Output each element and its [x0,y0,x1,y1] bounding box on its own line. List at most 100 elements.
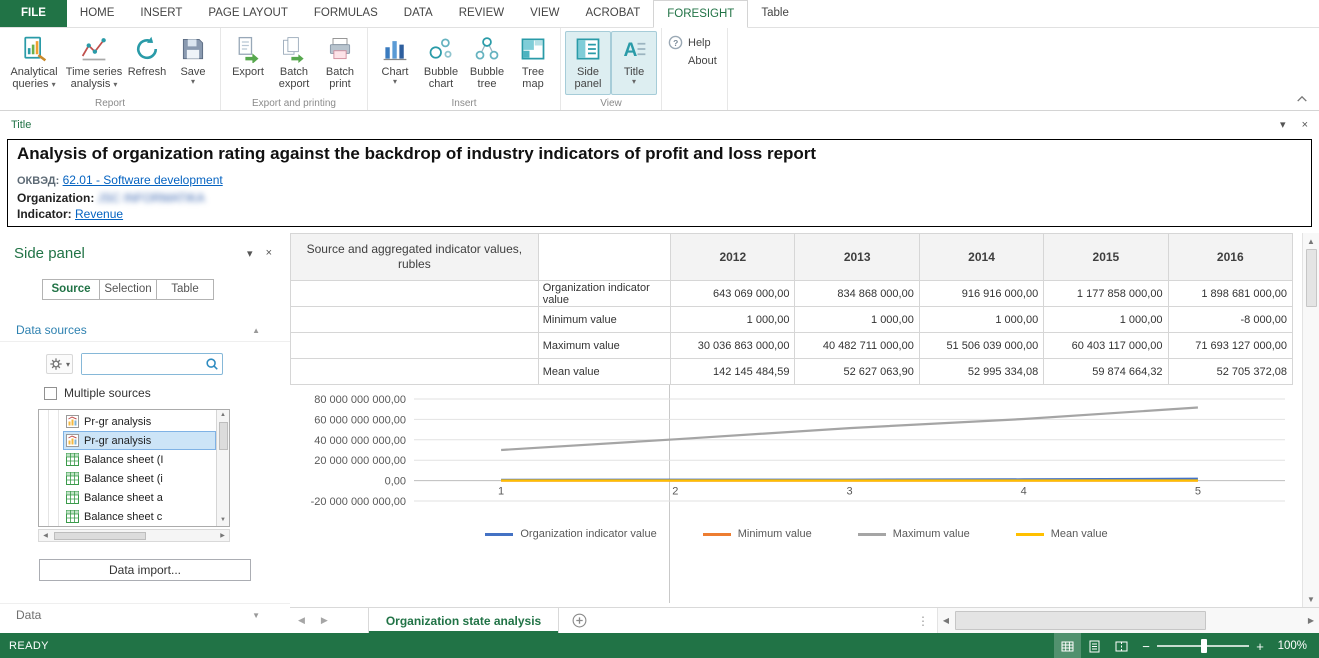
indicator-chart[interactable]: 80 000 000 000,00 60 000 000 000,00 40 000… [300,393,1293,540]
help-button[interactable]: ? Help [668,35,717,50]
table-value-cell[interactable]: 1 000,00 [794,306,920,333]
zoom-out-button[interactable]: − [1142,638,1150,654]
table-value-cell[interactable]: 40 482 711 000,00 [794,332,920,359]
ribbon-tab-file[interactable]: FILE [0,0,67,27]
table-value-cell[interactable]: 59 874 664,32 [1043,358,1169,385]
time-series-analysis-button[interactable]: Time series analysis ▾ [64,31,124,95]
export-button[interactable]: Export [225,31,271,95]
side-panel-tab-selection[interactable]: Selection [100,280,157,299]
collapse-ribbon-button[interactable] [1294,92,1310,104]
table-row-label[interactable]: Mean value [537,358,672,385]
scrollbar-thumb[interactable] [955,611,1207,630]
title-panel-collapse-icon[interactable]: ▾ [1280,118,1286,131]
table-year-header[interactable]: 2012 [670,233,796,281]
search-input[interactable] [82,354,201,374]
side-panel-tab-source[interactable]: Source [43,280,100,299]
table-value-cell[interactable]: 142 145 484,59 [670,358,796,385]
ribbon-tab-review[interactable]: REVIEW [458,7,505,19]
search-icon[interactable] [205,357,219,374]
okved-link[interactable]: 62.01 - Software development [62,173,223,187]
source-list-item[interactable]: Pr-gr analysis [63,431,216,450]
source-list-item[interactable]: Balance sheet (i [63,469,216,488]
batch-print-button[interactable]: Batch print [317,31,363,95]
ribbon-tab-foresight[interactable]: FORESIGHT [653,0,749,28]
data-section-header[interactable]: Data ▼ [0,603,290,626]
table-value-cell[interactable]: 1 000,00 [670,306,796,333]
normal-view-button[interactable] [1054,633,1081,658]
sheet-tab-active[interactable]: Organization state analysis [367,608,560,633]
legend-item[interactable]: Mean value [1015,528,1108,540]
scrollbar-thumb[interactable] [1305,249,1317,307]
legend-item[interactable]: Organization indicator value [485,528,657,540]
table-value-cell[interactable]: 916 916 000,00 [918,280,1045,307]
sheet-nav-left-icon[interactable]: ◀ [298,615,305,625]
analytical-queries-button[interactable]: Analytical queries ▾ [4,31,64,95]
scroll-left-icon[interactable]: ◀ [942,616,950,625]
table-value-cell[interactable]: 52 705 372,08 [1167,358,1294,385]
chart-button[interactable]: Chart ▾ [372,31,418,95]
table-value-cell[interactable]: 52 995 334,08 [918,358,1045,385]
about-button[interactable]: About [668,55,717,67]
table-value-cell[interactable]: 643 069 000,00 [670,280,796,307]
save-button[interactable]: Save ▾ [170,31,216,95]
table-value-cell[interactable]: 1 000,00 [918,306,1045,333]
bubble-tree-button[interactable]: Bubble tree [464,31,510,95]
ribbon-tab-view[interactable]: VIEW [530,7,560,19]
scrollbar-thumb[interactable] [54,531,146,540]
scrollbar-thumb[interactable] [218,422,228,450]
table-year-header[interactable]: 2013 [794,233,920,281]
multiple-sources-row[interactable]: Multiple sources [44,386,290,400]
scroll-left-icon[interactable]: ◀ [43,533,48,539]
table-value-cell[interactable]: 1 898 681 000,00 [1167,280,1294,307]
multiple-sources-checkbox[interactable] [44,386,57,400]
source-settings-gear-button[interactable]: ▾ [46,354,74,374]
list-horizontal-scrollbar[interactable]: ◀ ▶ [38,529,230,542]
title-toggle-button[interactable]: A Title ▾ [611,31,657,95]
zoom-thumb[interactable] [1201,639,1207,653]
source-list-item[interactable]: Balance sheet a [63,488,216,507]
table-value-cell[interactable]: 1 177 858 000,00 [1043,280,1169,307]
legend-item[interactable]: Maximum value [857,528,970,540]
collapse-section-icon[interactable]: ▲ [252,325,260,335]
table-value-cell[interactable]: 52 627 063,90 [794,358,920,385]
side-panel-tab-table[interactable]: Table [157,280,213,299]
table-row-label[interactable]: Minimum value [537,306,672,333]
source-list-item[interactable]: Pr-gr analysis [63,412,216,431]
table-row-label[interactable]: Organization indicator value [537,280,672,307]
indicator-link[interactable]: Revenue [75,207,124,221]
sheet-bar-menu-icon[interactable]: ⋮ [917,613,929,628]
table-value-cell[interactable]: 834 868 000,00 [794,280,920,307]
table-row-label[interactable]: Maximum value [537,332,672,359]
horizontal-scrollbar[interactable]: ◀ ▶ [937,608,1319,633]
table-year-header[interactable]: 2014 [918,233,1045,281]
side-panel-close-icon[interactable]: × [265,247,272,259]
scroll-down-icon[interactable]: ▼ [1307,595,1315,604]
zoom-in-button[interactable]: + [1256,638,1264,654]
vertical-scrollbar[interactable]: ▲ ▼ [1302,233,1319,607]
table-year-header[interactable]: 2016 [1167,233,1294,281]
side-panel-collapse-icon[interactable]: ▾ [247,248,253,260]
ribbon-tab-page-layout[interactable]: PAGE LAYOUT [208,7,288,19]
table-value-cell[interactable]: 60 403 117 000,00 [1043,332,1169,359]
title-panel-close-icon[interactable]: × [1301,118,1308,131]
scroll-right-icon[interactable]: ▶ [1307,616,1315,625]
ribbon-tab-insert[interactable]: INSERT [140,7,183,19]
table-value-cell[interactable]: 1 000,00 [1043,306,1169,333]
data-import-button[interactable]: Data import... [39,559,251,581]
list-vertical-scrollbar[interactable]: ▲ ▼ [216,410,229,526]
scroll-up-icon[interactable]: ▲ [1307,237,1315,246]
page-layout-view-button[interactable] [1081,633,1108,658]
table-value-cell[interactable]: 71 693 127 000,00 [1167,332,1294,359]
scroll-right-icon[interactable]: ▶ [220,533,225,539]
tree-map-button[interactable]: Tree map [510,31,556,95]
source-list-item[interactable]: Balance sheet c [63,507,216,526]
table-value-cell[interactable]: 51 506 039 000,00 [918,332,1045,359]
page-break-view-button[interactable] [1108,633,1135,658]
side-panel-toggle-button[interactable]: Side panel [565,31,611,95]
ribbon-tab-data[interactable]: DATA [403,7,433,19]
scroll-up-icon[interactable]: ▲ [220,412,226,418]
ribbon-tab-home[interactable]: HOME [79,7,115,19]
table-year-header[interactable]: 2015 [1043,233,1169,281]
legend-item[interactable]: Minimum value [702,528,812,540]
add-sheet-button[interactable] [572,613,587,628]
